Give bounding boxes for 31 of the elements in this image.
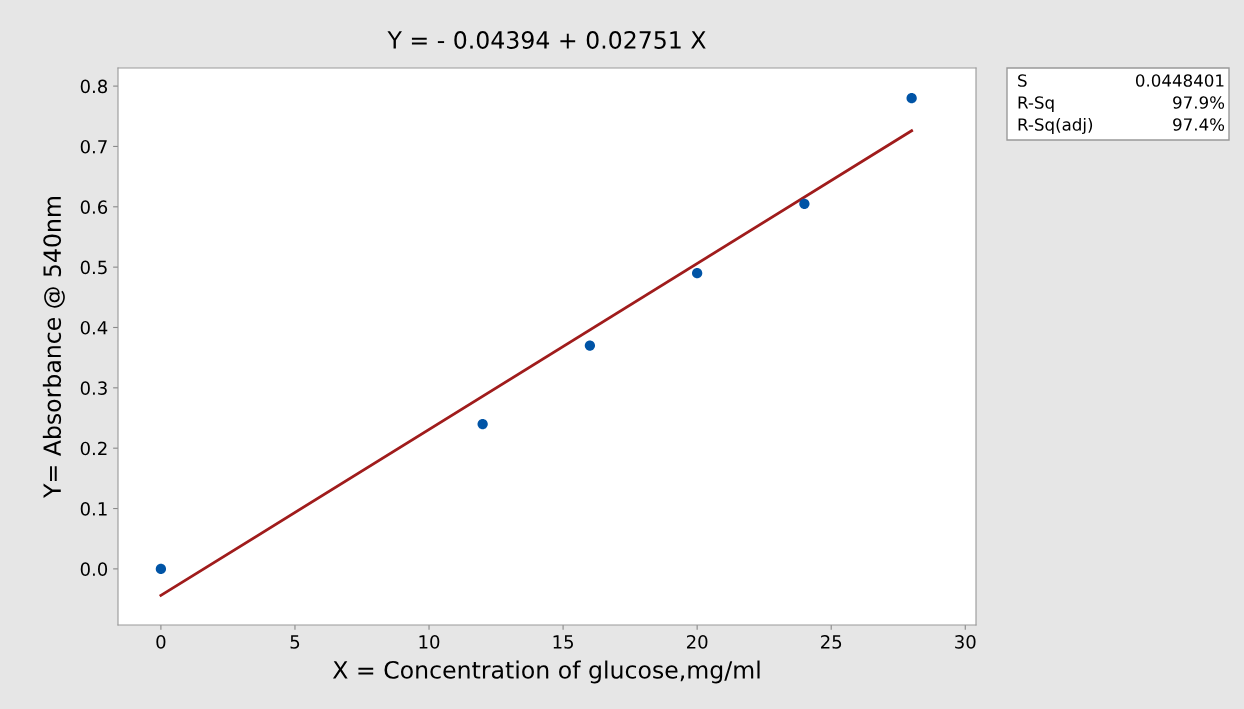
point [692,268,703,279]
x-tick-label: 5 [290,635,300,649]
text: 97.4% [1173,118,1225,131]
y-tick-label: 0.4 [80,320,108,335]
y-tick-label: 0.2 [80,441,107,456]
y-tick-label: 0.8 [80,79,108,94]
x-tick-label: 20 [686,635,708,649]
y-tick-label: 0.7 [80,139,107,154]
x-tick-label: 25 [821,635,842,649]
chart-title: Y = - 0.04394 + 0.02751 X [387,31,706,49]
point [155,563,167,575]
text: R-Sq(adj) [1018,117,1093,135]
y-tick-label: 0.5 [80,260,107,275]
x-axis-title: X = Concentration of glucose,mg/ml [332,660,760,684]
text: S [1018,74,1027,87]
y-tick-label: 0.3 [80,381,107,395]
y-tick-label: 0.6 [80,200,108,214]
y-tick-label: 0.1 [80,501,107,516]
text: 0.0448401 [1135,74,1224,87]
x-tick-label: 30 [955,635,976,649]
point [906,93,917,104]
x-tick-label: 0 [156,635,166,649]
x-tick-label: 15 [553,635,573,649]
point [584,340,596,351]
y-tick-label: 0.0 [80,562,108,576]
text: R-Sq [1018,96,1054,113]
point [477,418,488,430]
y-axis-title: Y= Absorbance @ 540nm [42,197,65,498]
x-tick-label: 10 [419,635,440,649]
text: 97.9% [1173,96,1225,109]
point [799,198,810,209]
